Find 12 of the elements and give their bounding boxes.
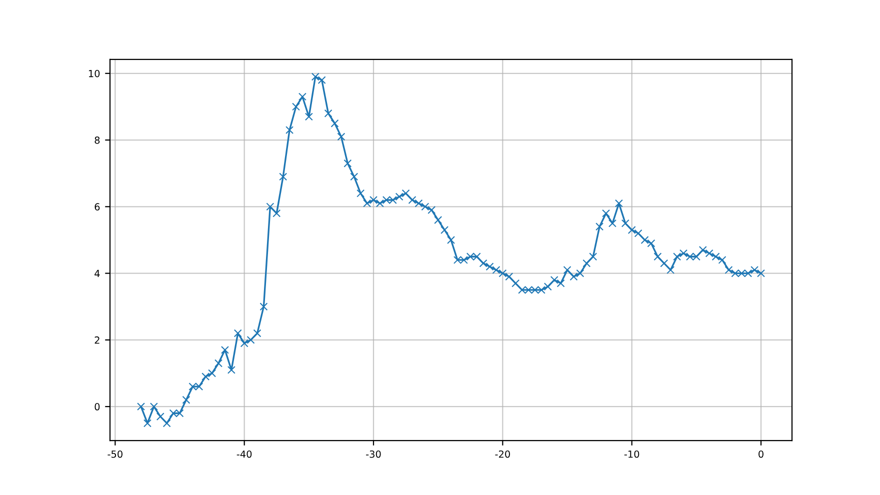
x-tick-label: -30 (366, 450, 381, 458)
x-tick-label: -40 (236, 450, 252, 458)
x-tick-label: 0 (758, 450, 764, 458)
x-tick-label: -50 (108, 450, 122, 458)
y-tick-label: 8 (94, 136, 100, 144)
x-tick-label: -10 (624, 450, 640, 458)
y-tick-label: 10 (88, 70, 100, 78)
x-tick-label: -20 (495, 450, 510, 458)
y-tick-label: 6 (94, 203, 100, 210)
y-tick-label: 2 (94, 336, 100, 344)
y-tick-label: 0 (94, 403, 100, 410)
y-tick-label: 4 (94, 270, 100, 277)
